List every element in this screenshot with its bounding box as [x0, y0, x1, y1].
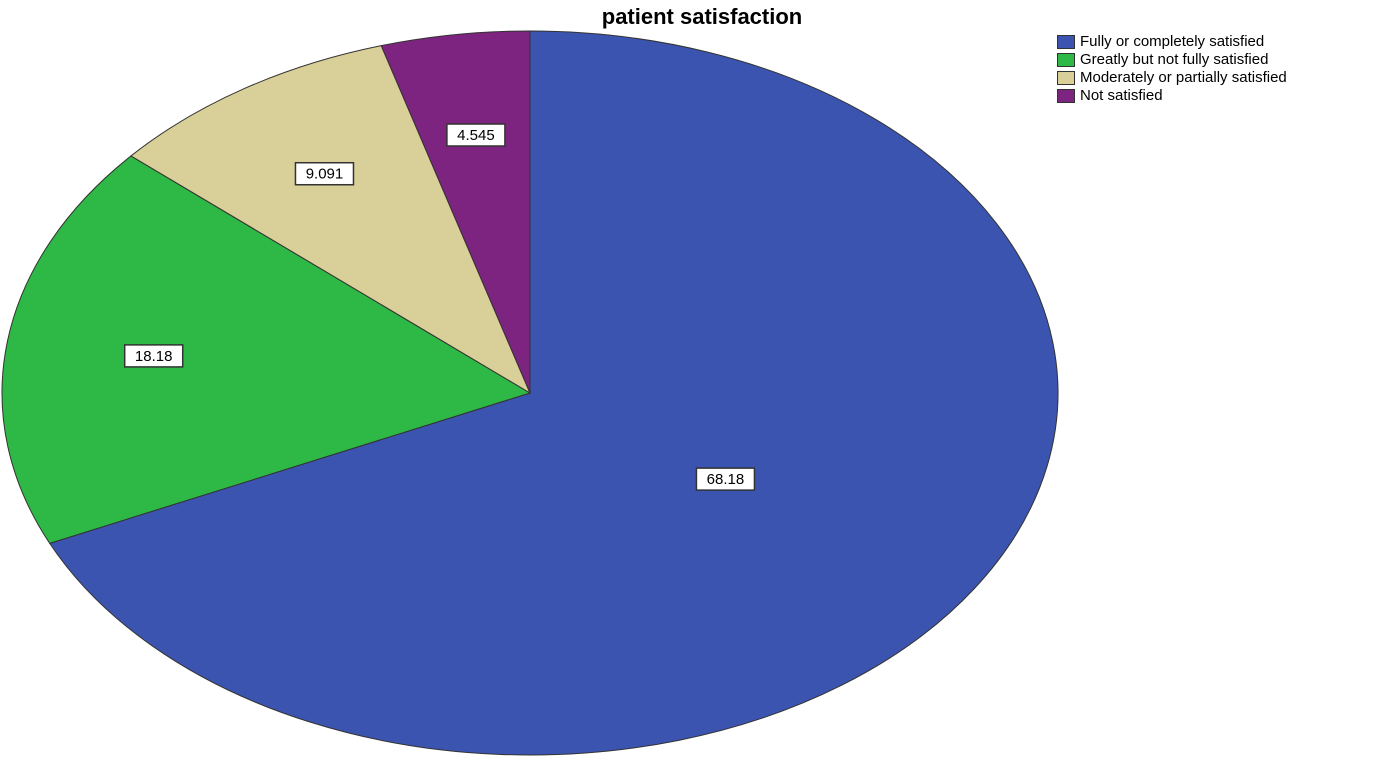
data-label-text: 18.18 — [135, 348, 173, 365]
legend-swatch — [1057, 71, 1075, 85]
legend-item-fully-satisfied: Fully or completely satisfied — [1057, 33, 1397, 50]
pie-slice-moderately-satisfied — [130, 45, 532, 395]
pie-slice-greatly-satisfied — [1, 155, 532, 544]
legend-swatch — [1057, 35, 1075, 49]
data-label-box — [446, 123, 506, 147]
pie-slices — [1, 30, 1059, 756]
legend-label: Fully or completely satisfied — [1080, 33, 1265, 50]
data-label-text: 68.18 — [707, 471, 745, 488]
legend-label: Greatly but not fully satisfied — [1080, 51, 1269, 68]
data-label-not-satisfied: 4.545 — [446, 123, 506, 147]
chart-title: patient satisfaction — [602, 4, 802, 29]
data-label-text: 9.091 — [306, 166, 344, 183]
data-label-box — [695, 467, 756, 491]
data-label-box — [294, 161, 355, 186]
pie-data-labels: 68.18 18.18 9.091 4.545 — [123, 123, 756, 491]
legend-label: Not satisfied — [1080, 87, 1163, 104]
pie-slice-not-satisfied — [380, 30, 531, 394]
legend-item-not-satisfied: Not satisfied — [1057, 87, 1397, 104]
legend-swatch — [1057, 89, 1075, 103]
data-label-text: 4.545 — [457, 127, 495, 144]
legend-item-greatly-satisfied: Greatly but not fully satisfied — [1057, 51, 1397, 68]
legend-label: Moderately or partially satisfied — [1080, 69, 1287, 86]
data-label-box — [123, 344, 184, 368]
data-label-greatly-satisfied: 18.18 — [123, 344, 184, 368]
data-label-fully-satisfied: 68.18 — [695, 467, 756, 491]
chart-legend: Fully or completely satisfied Greatly bu… — [1057, 33, 1397, 105]
data-label-moderately-satisfied: 9.091 — [294, 161, 355, 186]
pie-slice-fully-satisfied — [48, 30, 1059, 756]
legend-swatch — [1057, 53, 1075, 67]
legend-item-moderately-satisfied: Moderately or partially satisfied — [1057, 69, 1397, 86]
